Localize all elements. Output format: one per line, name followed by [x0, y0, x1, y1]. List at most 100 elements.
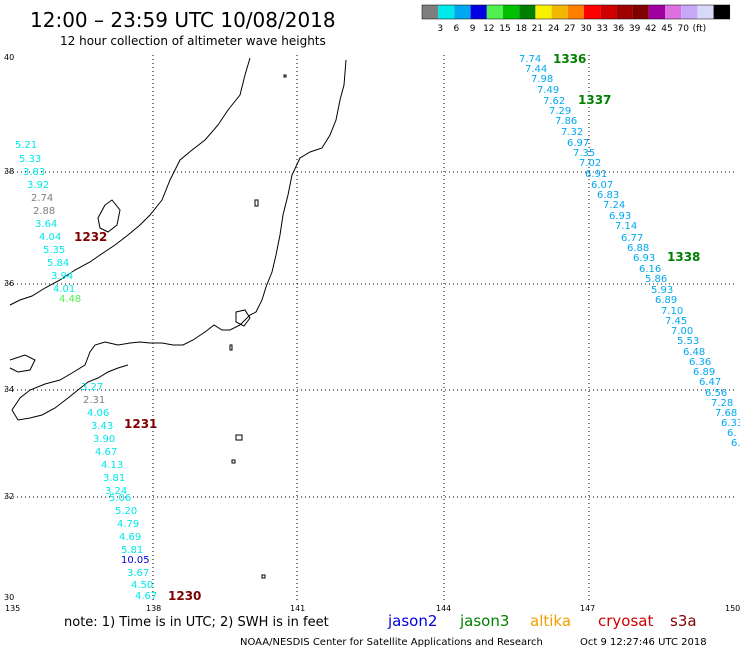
wave-height-label: 10.05: [121, 555, 150, 566]
wave-height-label: 5.81: [121, 545, 143, 556]
wave-height-label: 6.88: [627, 243, 649, 254]
wave-height-label: 4.79: [117, 519, 139, 530]
wave-height-label: 4.67: [135, 591, 157, 602]
wave-height-label: 3.43: [91, 421, 113, 432]
wave-height-label: 5.84: [47, 258, 69, 269]
legend-swatch: [697, 5, 714, 19]
satellite-legend: jason2 jason3 altika cryosat s3a: [387, 612, 697, 630]
legend-swatch: [454, 5, 471, 19]
wave-height-label: 7.35: [573, 148, 595, 159]
legend-label: 24: [548, 24, 560, 34]
wave-height-label: 7.74: [519, 54, 541, 65]
wave-height-label: 4.48: [59, 294, 81, 305]
footer-credit: NOAA/NESDIS Center for Satellite Applica…: [240, 637, 543, 648]
legend-label: 12: [483, 24, 494, 34]
wave-height-label: 4.06: [87, 408, 109, 419]
wave-height-label: 3.24: [105, 486, 127, 497]
satellite-name: jason3: [459, 612, 509, 630]
legend-swatch: [567, 5, 584, 19]
wave-height-label: 3.64: [35, 219, 57, 230]
footer-timestamp: Oct 9 12:27:46 UTC 2018: [580, 637, 707, 648]
time-label: 1337: [578, 93, 611, 107]
legend-swatch: [486, 5, 503, 19]
lon-label: 144: [436, 604, 451, 613]
wave-height-label: 6.16: [639, 264, 661, 275]
legend-swatch: [470, 5, 487, 19]
satellite-name: cryosat: [598, 612, 653, 630]
legend-label: 42: [645, 24, 656, 34]
color-legend: 3 6 9 12 15 18 21 24 27 30 33 36 39 42 45 70 (ft): [421, 4, 731, 34]
legend-label: 3: [437, 24, 443, 34]
lon-label: 138: [146, 604, 161, 613]
wave-height-label: 3.83: [23, 167, 45, 178]
wave-height-label: 7.98: [531, 74, 553, 85]
legend-label: 30: [580, 24, 592, 34]
legend-swatch: [551, 5, 568, 19]
legend-label: 45: [661, 24, 672, 34]
legend-swatch: [422, 5, 439, 19]
wave-height-label: 3.81: [103, 473, 125, 484]
legend-swatch: [535, 5, 552, 19]
latitude-labels: 40 38 36 34 32 30: [4, 53, 14, 602]
legend-swatch: [713, 5, 730, 19]
legend-label: 21: [532, 24, 543, 34]
legend-label: 27: [564, 24, 575, 34]
wave-height-label: 6.89: [655, 295, 677, 306]
wave-height-label: 6.77: [621, 233, 643, 244]
wave-height-label: 5.33: [19, 154, 41, 165]
wave-height-label: 7.14: [615, 221, 637, 232]
wave-height-label: 5.20: [115, 506, 137, 517]
wave-height-label: 3.92: [27, 180, 49, 191]
wave-height-label: 3.27: [81, 382, 103, 393]
wave-height-label: 5.93: [651, 285, 673, 296]
wave-height-label: 2.88: [33, 206, 55, 217]
time-label: 1338: [667, 250, 700, 264]
wave-height-label: 6.07: [591, 180, 613, 191]
wave-height-label: 7.86: [555, 116, 577, 127]
legend-label: (ft): [693, 24, 707, 34]
legend-label: 39: [629, 24, 641, 34]
wave-height-label: 6.56: [705, 388, 727, 399]
legend-label: 36: [613, 24, 625, 34]
time-label: 1232: [74, 230, 107, 244]
wave-height-label: 7.32: [561, 127, 583, 138]
lat-label: 30: [4, 593, 14, 602]
time-label: 1230: [168, 589, 201, 603]
wave-height-label: 6.89: [693, 367, 715, 378]
wave-height-label: 6: [0, 0, 6, 3]
wave-height-label: 4.04: [39, 232, 61, 243]
wave-height-label: 7.62: [543, 96, 565, 107]
observations-layer: 5.21 5.33 3.83 3.92 2.74 2.88 3.64 4.04 5.35 5.84…: [0, 0, 740, 602]
legend-swatch: [438, 5, 455, 19]
wave-height-label: 4.01: [53, 284, 75, 295]
legend-label: 18: [515, 24, 527, 34]
wave-height-label: 6.91: [585, 169, 607, 180]
lon-label: 141: [290, 604, 305, 613]
legend-swatch: [632, 5, 649, 19]
legend-swatch: [648, 5, 665, 19]
wave-height-label: 6.48: [683, 347, 705, 358]
wave-height-label: 7.68: [715, 408, 737, 419]
wave-height-label: 2.74: [31, 193, 53, 204]
wave-height-label: 6.97: [567, 138, 589, 149]
plot-area: [5, 55, 735, 600]
lat-label: 32: [4, 492, 14, 501]
legend-label: 6: [454, 24, 460, 34]
longitude-labels: 135 138 141 144 147 150: [5, 604, 740, 613]
wave-height-label: 4.69: [119, 532, 141, 543]
wave-height-label: 7.28: [711, 398, 733, 409]
legend-label: 15: [499, 24, 510, 34]
wave-height-label: 6.93: [609, 211, 631, 222]
lon-label: 150: [725, 604, 740, 613]
wave-height-label: 5.21: [15, 140, 37, 151]
satellite-name: s3a: [670, 612, 697, 630]
legend-swatch: [519, 5, 536, 19]
wave-height-label: 6.36: [689, 357, 711, 368]
satellite-name: jason2: [387, 612, 437, 630]
wave-height-label: 7.02: [579, 158, 601, 169]
time-label: 1336: [553, 52, 586, 66]
wave-height-label: 2.31: [83, 395, 105, 406]
wave-height-label: 3.67: [127, 568, 149, 579]
wave-height-label: 4.13: [101, 460, 123, 471]
